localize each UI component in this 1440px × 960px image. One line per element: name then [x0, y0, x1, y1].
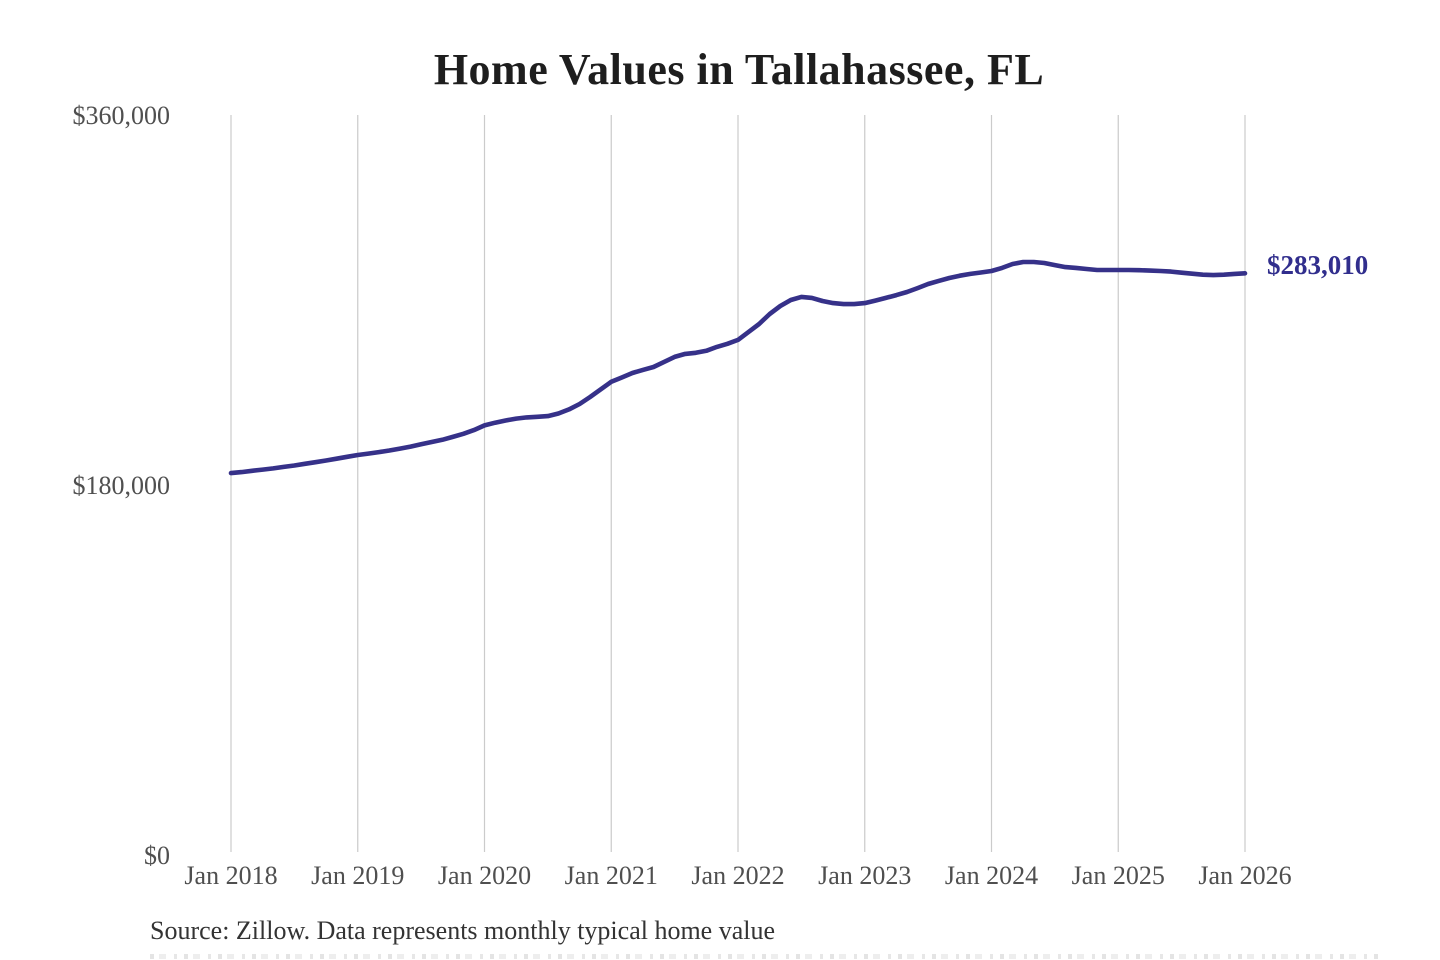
latest-value-annotation: $283,010	[1267, 249, 1369, 280]
x-axis-tick-label: Jan 2025	[1072, 861, 1165, 890]
y-axis-tick-label: $180,000	[73, 471, 171, 500]
x-axis-tick-label: Jan 2020	[438, 861, 531, 890]
x-axis-tick-label: Jan 2022	[691, 861, 784, 890]
x-axis-tick-label: Jan 2024	[945, 861, 1038, 890]
x-axis-tick-label: Jan 2021	[565, 861, 658, 890]
chart-title: Home Values in Tallahassee, FL	[433, 45, 1045, 94]
y-axis-tick-label: $0	[144, 841, 170, 870]
x-axis-tick-label: Jan 2026	[1198, 861, 1291, 890]
home-value-series-line	[228, 259, 1248, 476]
y-axis-tick-label: $360,000	[73, 101, 171, 130]
x-axis-tick-label: Jan 2019	[311, 861, 404, 890]
x-axis-tick-label: Jan 2018	[184, 861, 277, 890]
x-axis-tick-label: Jan 2023	[818, 861, 911, 890]
source-attribution: Source: Zillow. Data represents monthly …	[150, 916, 776, 945]
cropped-bottom-text-strip	[150, 954, 1380, 959]
